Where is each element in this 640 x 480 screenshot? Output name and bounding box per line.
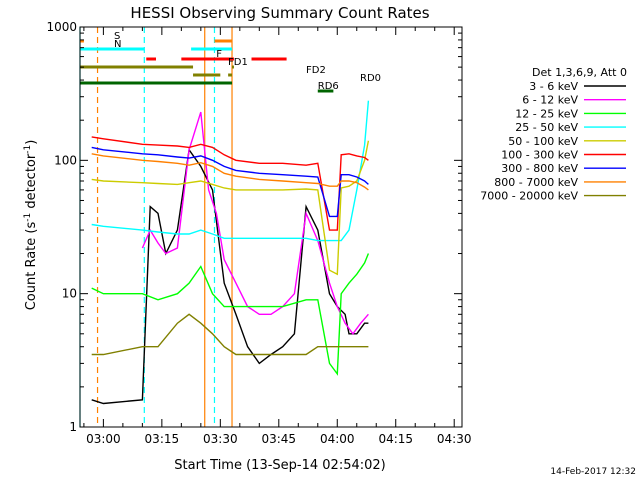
legend-title: Det 1,3,6,9, Att 0	[532, 66, 627, 79]
legend-label-1: 6 - 12 keV	[522, 94, 578, 107]
plot-frame	[79, 26, 463, 428]
state-bar-label-rd6: RD6	[318, 81, 339, 92]
x-tick-label-2: 03:30	[203, 432, 238, 446]
y-tick-label-0: 1	[69, 420, 77, 434]
state-bars: SN F FD1 FD2 RD0 RD6	[80, 31, 381, 93]
state-bar-label-f: F	[216, 49, 222, 60]
legend-label-4: 50 - 100 keV	[508, 135, 578, 148]
series-line-6	[91, 146, 369, 218]
y-tick-label-1: 10	[62, 287, 77, 301]
series-line-8	[91, 313, 369, 356]
x-axis-ticks: 03:00 03:15 03:30 03:45 04:00 04:15 04:30	[83, 27, 472, 446]
legend-label-2: 12 - 25 keV	[515, 107, 578, 120]
series-line-4	[91, 140, 370, 276]
state-bar-label-rd0: RD0	[360, 73, 381, 84]
x-tick-label-4: 04:00	[320, 432, 355, 446]
x-axis-label: Start Time (13-Sep-14 02:54:02)	[174, 458, 385, 473]
legend-label-3: 25 - 50 keV	[515, 121, 578, 134]
series-line-0	[91, 147, 369, 405]
y-axis-label: Count Rate (s-1 detector-1)	[23, 140, 39, 311]
y-tick-label-2: 100	[54, 153, 77, 167]
legend-label-0: 3 - 6 keV	[529, 80, 578, 93]
legend-label-8: 7000 - 20000 keV	[480, 190, 578, 203]
series-lines	[91, 100, 370, 405]
timestamp: 14-Feb-2017 12:32	[550, 467, 636, 477]
vertical-markers	[79, 27, 233, 427]
state-bar-label-fd1: FD1	[228, 57, 248, 68]
legend-label-6: 300 - 800 keV	[501, 162, 578, 175]
y-tick-label-3: 1000	[46, 20, 77, 34]
x-tick-label-5: 04:15	[378, 432, 413, 446]
x-tick-label-0: 03:00	[86, 432, 121, 446]
state-bar-label-fd2: FD2	[306, 65, 326, 76]
x-tick-label-1: 03:15	[145, 432, 180, 446]
state-bar-label-n: N	[114, 39, 121, 50]
legend-label-5: 100 - 300 keV	[501, 149, 578, 162]
series-line-7	[91, 153, 369, 191]
series-line-5	[91, 136, 369, 231]
state-bar-label-s: S	[114, 31, 120, 42]
legend-label-7: 800 - 7000 keV	[494, 176, 578, 189]
chart-title: HESSI Observing Summary Count Rates	[130, 4, 429, 22]
x-tick-label-3: 03:45	[261, 432, 296, 446]
series-line-1	[141, 111, 369, 335]
series-line-2	[91, 253, 370, 376]
x-tick-label-6: 04:30	[437, 432, 472, 446]
y-axis-ticks: 1 10 100 1000	[46, 20, 462, 434]
series-line-3	[91, 100, 370, 242]
